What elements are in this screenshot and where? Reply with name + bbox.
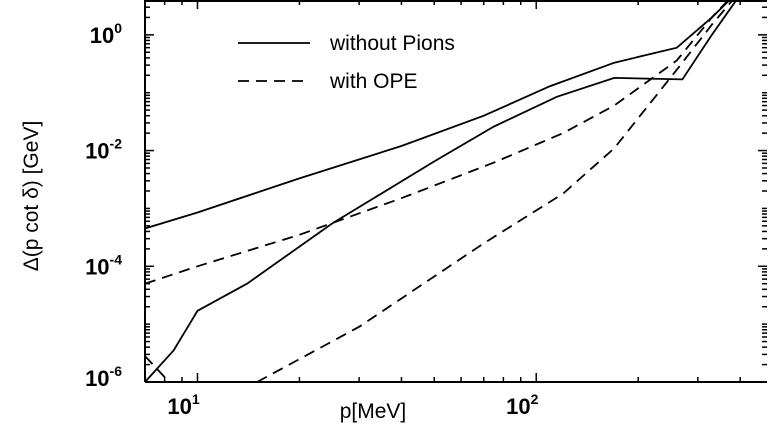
y-axis-ticks: 100 10-2 10-4 10-6 — [85, 0, 767, 391]
y-tick-label: 10-2 — [85, 136, 122, 164]
legend-label: without Pions — [329, 32, 455, 55]
series-line-3-dashed — [145, 0, 730, 285]
x-axis-title: p[MeV] — [340, 400, 407, 423]
y-tick-label: 100 — [90, 20, 122, 48]
legend: without Pions with OPE — [238, 32, 455, 93]
plot-frame — [144, 0, 767, 383]
series-line-2-solid — [145, 0, 738, 382]
x-axis-ticks: 101 102 — [144, 0, 741, 419]
series-layer — [145, 0, 738, 382]
y-axis-title: Δ(p cot δ) [GeV] — [20, 121, 43, 272]
series-line-5-dashed — [256, 0, 734, 382]
legend-label: with OPE — [329, 70, 418, 93]
x-tick-label: 102 — [506, 391, 538, 419]
y-tick-label: 10-4 — [85, 251, 122, 279]
x-tick-label: 101 — [167, 391, 199, 419]
series-line-1-solid — [145, 0, 731, 230]
y-tick-label: 10-6 — [85, 363, 122, 391]
